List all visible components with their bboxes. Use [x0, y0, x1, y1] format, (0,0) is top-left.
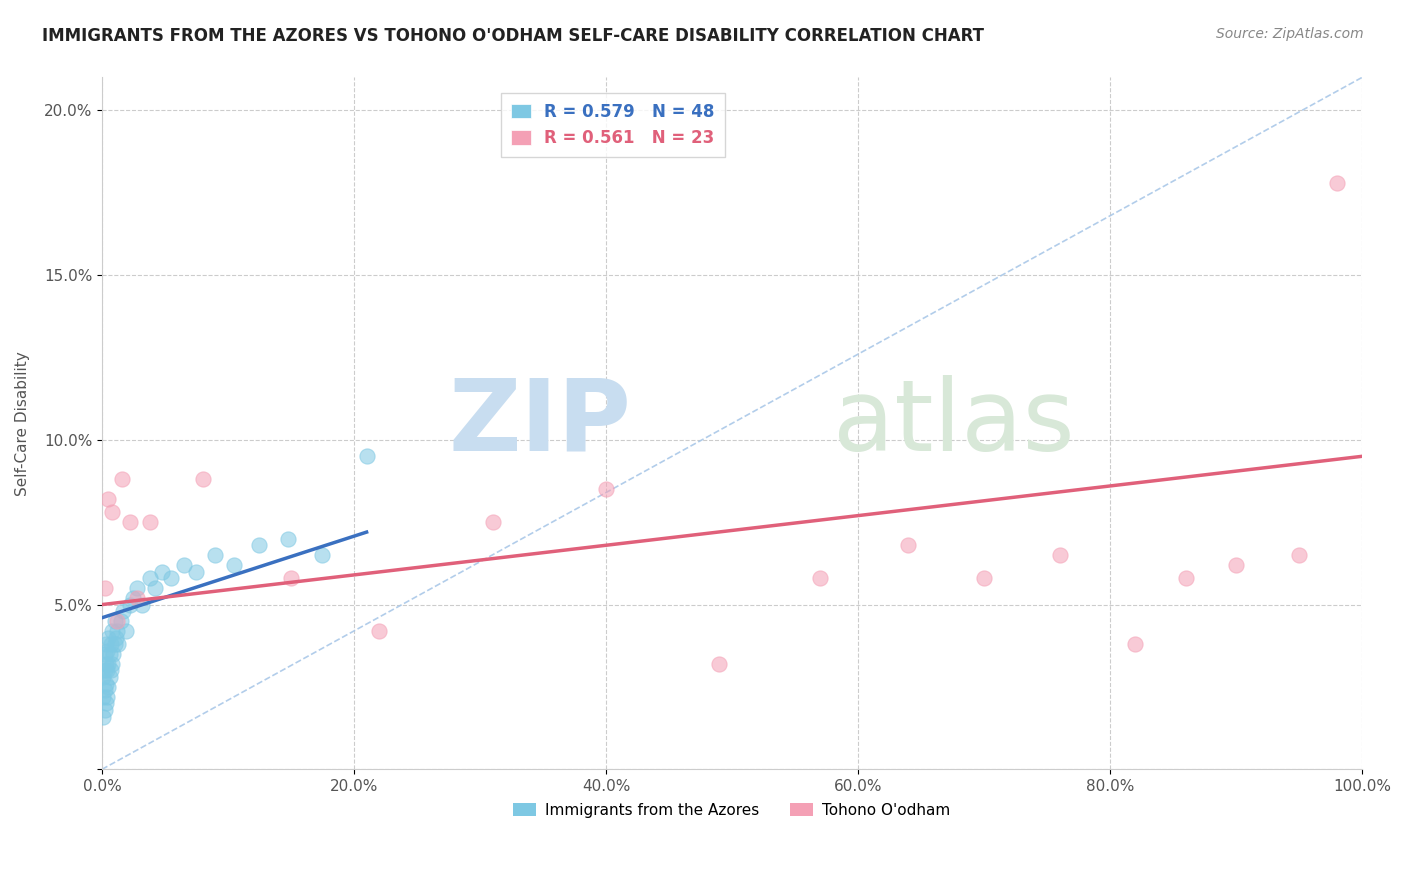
Point [105, 614, 128, 628]
Point [973, 571, 995, 585]
Point [97, 680, 120, 694]
Point [93, 647, 115, 661]
Point [173, 558, 195, 572]
Point [122, 591, 145, 605]
Point [104, 631, 127, 645]
Point [160, 571, 183, 585]
Point [96, 690, 118, 704]
Point [91, 709, 114, 723]
Point [100, 637, 122, 651]
Point [152, 565, 174, 579]
Point [97, 631, 120, 645]
Point [107, 637, 129, 651]
Point [356, 450, 378, 464]
Text: IMMIGRANTS FROM THE AZORES VS TOHONO O'ODHAM SELF-CARE DISABILITY CORRELATION CH: IMMIGRANTS FROM THE AZORES VS TOHONO O'O… [42, 27, 984, 45]
Point [118, 598, 141, 612]
Point [139, 571, 162, 585]
Point [97, 657, 120, 671]
Point [115, 624, 138, 638]
Point [105, 624, 128, 638]
Point [186, 565, 208, 579]
Point [808, 571, 831, 585]
Point [280, 571, 302, 585]
Point [897, 538, 920, 552]
Text: atlas: atlas [832, 375, 1074, 472]
Point [98, 647, 121, 661]
Point [1049, 548, 1071, 562]
Point [709, 657, 731, 671]
Point [127, 581, 149, 595]
Point [94, 657, 117, 671]
Y-axis label: Self-Care Disability: Self-Care Disability [15, 351, 30, 496]
Point [277, 532, 299, 546]
Point [127, 591, 149, 605]
Point [96, 643, 118, 657]
Point [94, 637, 117, 651]
Point [93, 581, 115, 595]
Text: ZIP: ZIP [449, 375, 631, 472]
Point [93, 703, 115, 717]
Legend: Immigrants from the Azores, Tohono O'odham: Immigrants from the Azores, Tohono O'odh… [508, 797, 956, 824]
Point [1225, 558, 1247, 572]
Point [91, 670, 114, 684]
Point [368, 624, 391, 638]
Point [1288, 548, 1310, 562]
Point [91, 690, 114, 704]
Point [110, 614, 132, 628]
Point [118, 515, 141, 529]
Point [131, 598, 153, 612]
Point [595, 483, 617, 497]
Point [311, 548, 333, 562]
Point [103, 647, 125, 661]
Point [1174, 571, 1197, 585]
Point [94, 697, 117, 711]
Point [112, 604, 135, 618]
Point [249, 538, 271, 552]
Point [139, 515, 162, 529]
Point [93, 683, 115, 698]
Point [101, 624, 124, 638]
Point [1123, 637, 1146, 651]
Point [93, 664, 115, 678]
Point [94, 676, 117, 690]
Point [204, 548, 226, 562]
Point [481, 515, 503, 529]
Point [111, 472, 134, 486]
Point [98, 670, 121, 684]
Point [191, 472, 214, 486]
Point [224, 558, 246, 572]
Point [97, 492, 120, 507]
Point [100, 664, 122, 678]
Point [103, 637, 125, 651]
Text: Source: ZipAtlas.com: Source: ZipAtlas.com [1216, 27, 1364, 41]
Point [101, 505, 124, 519]
Point [1326, 176, 1348, 190]
Point [96, 664, 118, 678]
Point [103, 614, 125, 628]
Point [143, 581, 166, 595]
Point [101, 657, 124, 671]
